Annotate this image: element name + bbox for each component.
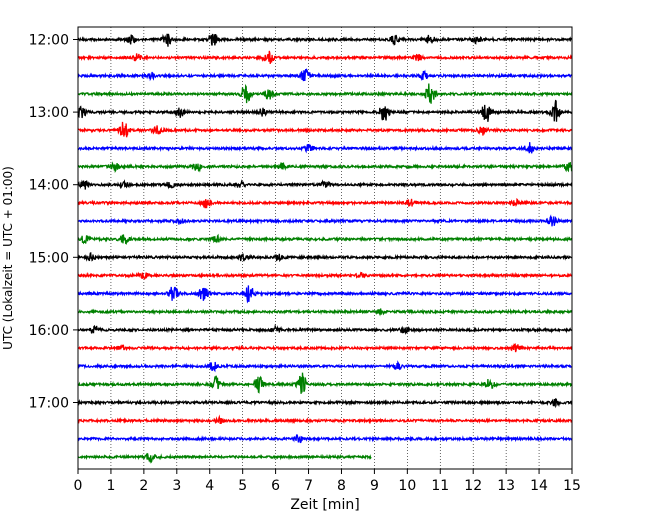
trace-1315 xyxy=(77,121,573,138)
plot-frame xyxy=(77,26,573,470)
x-tick-label-10: 10 xyxy=(398,478,416,494)
x-tick-label-4: 4 xyxy=(205,478,214,494)
trace-1500 xyxy=(77,251,573,263)
trace-1745 xyxy=(77,452,372,464)
x-tick-label-15: 15 xyxy=(563,478,581,494)
x-tick-label-5: 5 xyxy=(238,478,247,494)
y-axis-label: UTC (Lokalzeit = UTC + 01:00) xyxy=(1,166,15,350)
trace-1630 xyxy=(77,360,573,373)
trace-1230 xyxy=(77,68,573,82)
x-tick-label-12: 12 xyxy=(464,478,482,494)
x-tick-label-6: 6 xyxy=(271,478,280,494)
trace-1730 xyxy=(77,434,573,444)
y-tick-label-1400: 14:00 xyxy=(29,178,69,194)
trace-1600 xyxy=(77,323,573,336)
x-tick-label-13: 13 xyxy=(497,478,515,494)
trace-1415 xyxy=(77,197,573,209)
x-tick-label-14: 14 xyxy=(530,478,548,494)
trace-1515 xyxy=(77,271,573,280)
trace-1215 xyxy=(77,50,573,65)
x-axis-ticks: 0 1 2 3 4 5 6 7 8 9 10 11 12 13 14 15 xyxy=(74,469,581,494)
x-tick-label-1: 1 xyxy=(106,478,115,494)
x-tick-label-8: 8 xyxy=(337,478,346,494)
trace-1700 xyxy=(77,398,573,409)
y-tick-label-1700: 17:00 xyxy=(29,396,69,412)
trace-1615 xyxy=(77,343,573,353)
x-tick-label-0: 0 xyxy=(74,478,83,494)
trace-1245 xyxy=(77,83,573,104)
x-axis-label: Zeit [min] xyxy=(290,497,359,513)
trace-1200 xyxy=(77,33,573,47)
y-tick-label-1600: 16:00 xyxy=(29,323,69,339)
trace-1645 xyxy=(77,372,573,394)
trace-1715 xyxy=(77,414,573,425)
x-tick-label-3: 3 xyxy=(172,478,181,494)
x-tick-label-2: 2 xyxy=(139,478,148,494)
trace-1345 xyxy=(77,161,573,174)
trace-1545 xyxy=(77,308,573,317)
y-tick-label-1300: 13:00 xyxy=(29,105,69,121)
x-tick-label-9: 9 xyxy=(370,478,379,494)
trace-1445 xyxy=(77,233,573,245)
x-tick-label-7: 7 xyxy=(304,478,313,494)
trace-1300 xyxy=(77,99,573,122)
trace-1530 xyxy=(77,285,573,304)
trace-1330 xyxy=(77,142,573,154)
trace-layer xyxy=(77,33,573,464)
x-tick-label-11: 11 xyxy=(431,478,449,494)
trace-1430 xyxy=(77,214,573,227)
y-axis-ticks: 12:00 13:00 14:00 15:00 16:00 17:00 xyxy=(29,33,78,412)
y-tick-label-1200: 12:00 xyxy=(29,33,69,49)
y-tick-label-1500: 15:00 xyxy=(29,250,69,266)
trace-1400 xyxy=(77,179,573,190)
